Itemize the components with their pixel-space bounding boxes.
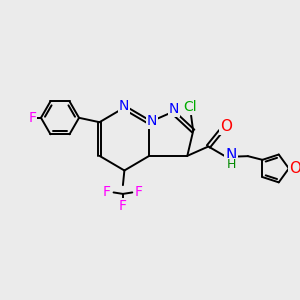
- Text: H: H: [226, 158, 236, 171]
- Text: N: N: [226, 148, 237, 163]
- Text: O: O: [220, 118, 232, 134]
- Text: N: N: [147, 114, 158, 128]
- Text: F: F: [119, 199, 127, 213]
- Text: Cl: Cl: [183, 100, 196, 114]
- Text: F: F: [103, 184, 111, 199]
- Text: F: F: [28, 111, 36, 125]
- Text: F: F: [135, 184, 143, 199]
- Text: O: O: [289, 161, 300, 176]
- Text: N: N: [118, 99, 129, 113]
- Text: N: N: [169, 102, 179, 116]
